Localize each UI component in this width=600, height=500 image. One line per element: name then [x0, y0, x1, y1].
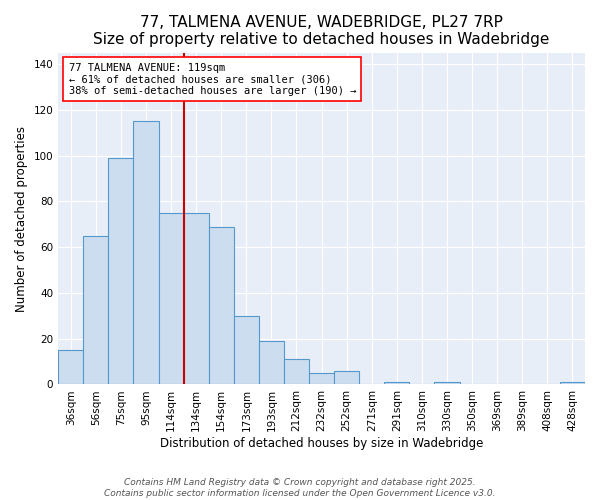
- Text: 77 TALMENA AVENUE: 119sqm
← 61% of detached houses are smaller (306)
38% of semi: 77 TALMENA AVENUE: 119sqm ← 61% of detac…: [69, 62, 356, 96]
- Y-axis label: Number of detached properties: Number of detached properties: [15, 126, 28, 312]
- Bar: [109, 158, 133, 384]
- Bar: [385, 382, 409, 384]
- Bar: [58, 350, 83, 384]
- Title: 77, TALMENA AVENUE, WADEBRIDGE, PL27 7RP
Size of property relative to detached h: 77, TALMENA AVENUE, WADEBRIDGE, PL27 7RP…: [94, 15, 550, 48]
- Bar: [434, 382, 460, 384]
- Bar: [334, 370, 359, 384]
- Bar: [560, 382, 585, 384]
- Bar: [83, 236, 109, 384]
- Bar: [133, 122, 158, 384]
- Bar: [284, 360, 309, 384]
- Bar: [309, 373, 334, 384]
- X-axis label: Distribution of detached houses by size in Wadebridge: Distribution of detached houses by size …: [160, 437, 483, 450]
- Bar: [209, 226, 234, 384]
- Bar: [259, 341, 284, 384]
- Text: Contains HM Land Registry data © Crown copyright and database right 2025.
Contai: Contains HM Land Registry data © Crown c…: [104, 478, 496, 498]
- Bar: [184, 213, 209, 384]
- Bar: [234, 316, 259, 384]
- Bar: [158, 213, 184, 384]
